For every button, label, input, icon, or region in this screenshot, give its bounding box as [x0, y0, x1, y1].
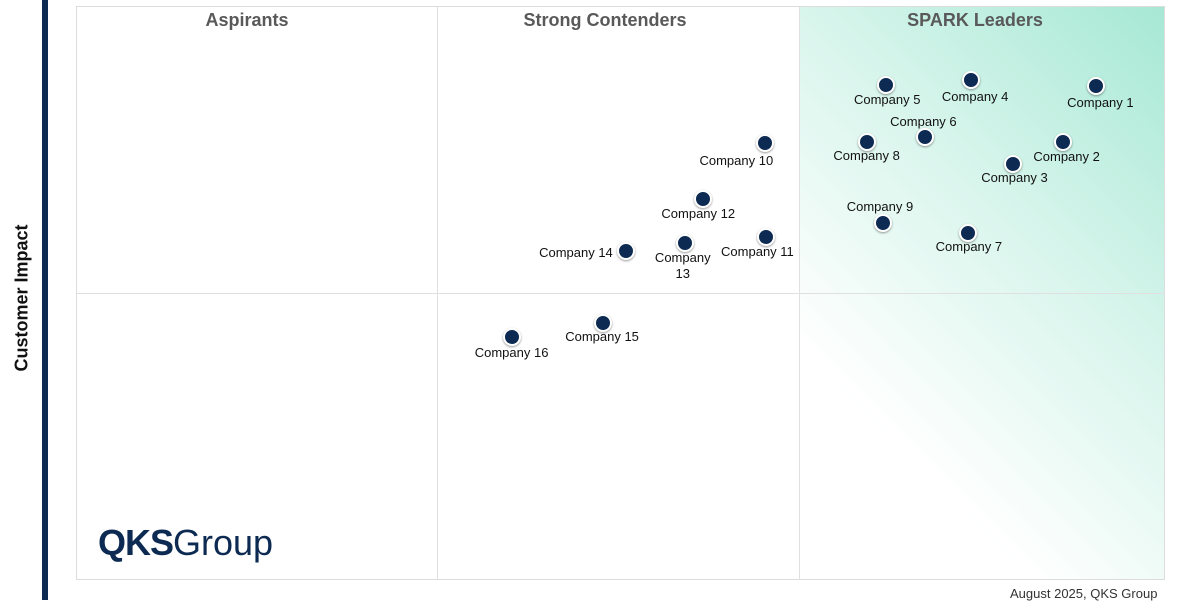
- data-label: Company 11: [721, 243, 794, 259]
- data-point: [594, 313, 613, 332]
- data-point: [958, 223, 977, 242]
- data-point: [1087, 76, 1106, 95]
- quadrant-title-strong-contenders: Strong Contenders: [523, 10, 687, 30]
- data-label: Company 7: [935, 238, 1003, 254]
- data-point: [694, 189, 713, 208]
- data-point: [1053, 133, 1072, 152]
- data-label: Company 16: [474, 345, 549, 361]
- data-label: Company 13: [654, 250, 711, 282]
- data-point: [502, 328, 521, 347]
- data-label: Company 6: [890, 113, 957, 129]
- data-point: [616, 242, 635, 261]
- data-point: [675, 234, 694, 253]
- data-point: [916, 127, 935, 146]
- data-point: [1003, 154, 1022, 173]
- quadrant-title-aspirants: Aspirants: [205, 10, 289, 30]
- quadrant-title-spark-leaders: SPARK Leaders: [907, 10, 1043, 30]
- quadrant-divider: [76, 293, 1165, 294]
- data-label: Company 12: [661, 205, 736, 221]
- data-point: [873, 213, 892, 232]
- data-label: Company 10: [699, 153, 774, 169]
- data-point: [877, 76, 896, 95]
- footer-credit: August 2025, QKS Group: [1010, 586, 1158, 601]
- data-label: Company 2: [1033, 149, 1100, 165]
- data-label: Company 3: [981, 169, 1048, 185]
- data-label: Company 15: [565, 328, 639, 344]
- data-label: Company 4: [941, 89, 1009, 105]
- data-label: Company 5: [853, 92, 921, 108]
- data-label: Company 1: [1067, 94, 1134, 110]
- data-label: Company 14: [539, 245, 613, 261]
- qks-group-logo: QKSGroup: [98, 522, 274, 563]
- data-label: Company 8: [833, 148, 900, 164]
- data-point: [962, 71, 981, 90]
- y-axis-label: Customer Impact: [11, 224, 32, 372]
- data-point: [757, 227, 776, 246]
- data-point: [857, 133, 876, 152]
- data-label: Company 9: [846, 198, 914, 214]
- data-point: [756, 134, 775, 153]
- left-accent-bar: [42, 0, 48, 600]
